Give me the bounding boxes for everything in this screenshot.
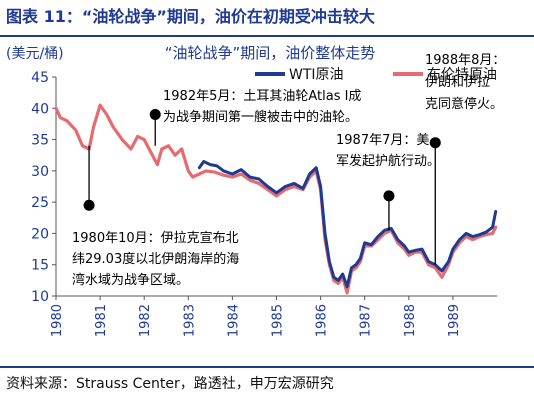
y-tick-label: 45 bbox=[31, 70, 49, 86]
x-tick-label: 1982 bbox=[138, 304, 153, 337]
annotation-text: 1988年8月： bbox=[425, 53, 505, 68]
annotation-text: 克同意停火。 bbox=[425, 96, 503, 112]
series-line-wti bbox=[197, 160, 498, 289]
annotation-text: 1987年7月：美 bbox=[336, 133, 429, 148]
annotation-marker bbox=[149, 109, 161, 121]
y-axis: 10 15 20 25 30 35 40 45 bbox=[31, 70, 57, 305]
y-tick-label: 25 bbox=[31, 195, 49, 211]
annotation-marker bbox=[429, 137, 441, 149]
y-tick-label: 20 bbox=[31, 226, 49, 242]
x-tick-label: 1986 bbox=[315, 304, 330, 337]
legend-label-brent: 布伦特原油 bbox=[427, 67, 497, 83]
y-tick-label: 35 bbox=[31, 133, 49, 149]
y-tick-label: 10 bbox=[31, 289, 49, 305]
x-tick-label: 1983 bbox=[182, 304, 197, 337]
x-tick-label: 1988 bbox=[403, 304, 418, 337]
annotation-marker bbox=[383, 190, 395, 202]
x-tick-label: 1981 bbox=[94, 304, 109, 337]
annotation-text: 湾水域为战争区域。 bbox=[72, 272, 189, 288]
series-layer bbox=[54, 103, 498, 295]
legend-label-wti: WTI原油 bbox=[289, 67, 344, 83]
annotation-text: 1980年10月：伊拉克宣布北 bbox=[72, 230, 239, 246]
y-tick-label: 15 bbox=[31, 258, 49, 274]
x-tick-label: 1980 bbox=[50, 304, 65, 337]
y-tick-label: 30 bbox=[31, 164, 49, 180]
x-tick-label: 1989 bbox=[447, 304, 462, 337]
annotation-text: 纬29.03度以北伊朗海岸的海 bbox=[72, 251, 239, 267]
y-axis-unit: (美元/桶) bbox=[6, 46, 64, 62]
source-note: 资料来源：Strauss Center，路透社，申万宏源研究 bbox=[6, 376, 334, 392]
chart-title: “油轮战争”期间，油价整体走势 bbox=[165, 44, 376, 62]
x-axis: 1980 1981 1982 1983 1984 1985 1986 1987 1988 1989 bbox=[50, 295, 497, 337]
footer-divider bbox=[0, 366, 534, 368]
legend: WTI原油 布伦特原油 bbox=[255, 67, 497, 83]
x-tick-label: 1985 bbox=[271, 304, 286, 337]
annotation-marker bbox=[83, 199, 95, 211]
annotation-text: 军发起护航行动。 bbox=[336, 153, 440, 169]
y-tick-label: 40 bbox=[31, 101, 49, 117]
figure-title: 图表 11：“油轮战争”期间，油价在初期受冲击较大 bbox=[6, 7, 375, 26]
annotation-text: 伊朗和伊拉 bbox=[425, 75, 490, 90]
annotation-text: 为战争期间第一艘被击中的油轮。 bbox=[163, 109, 358, 125]
title-divider bbox=[0, 35, 534, 37]
x-tick-label: 1984 bbox=[226, 304, 241, 337]
oil-price-chart: “油轮战争”期间，油价整体走势 (美元/桶) WTI原油 布伦特原油 10 15 20… bbox=[6, 44, 505, 337]
annotation-text: 1982年5月：土耳其油轮Atlas I成 bbox=[163, 89, 361, 104]
x-tick-label: 1987 bbox=[359, 304, 374, 337]
